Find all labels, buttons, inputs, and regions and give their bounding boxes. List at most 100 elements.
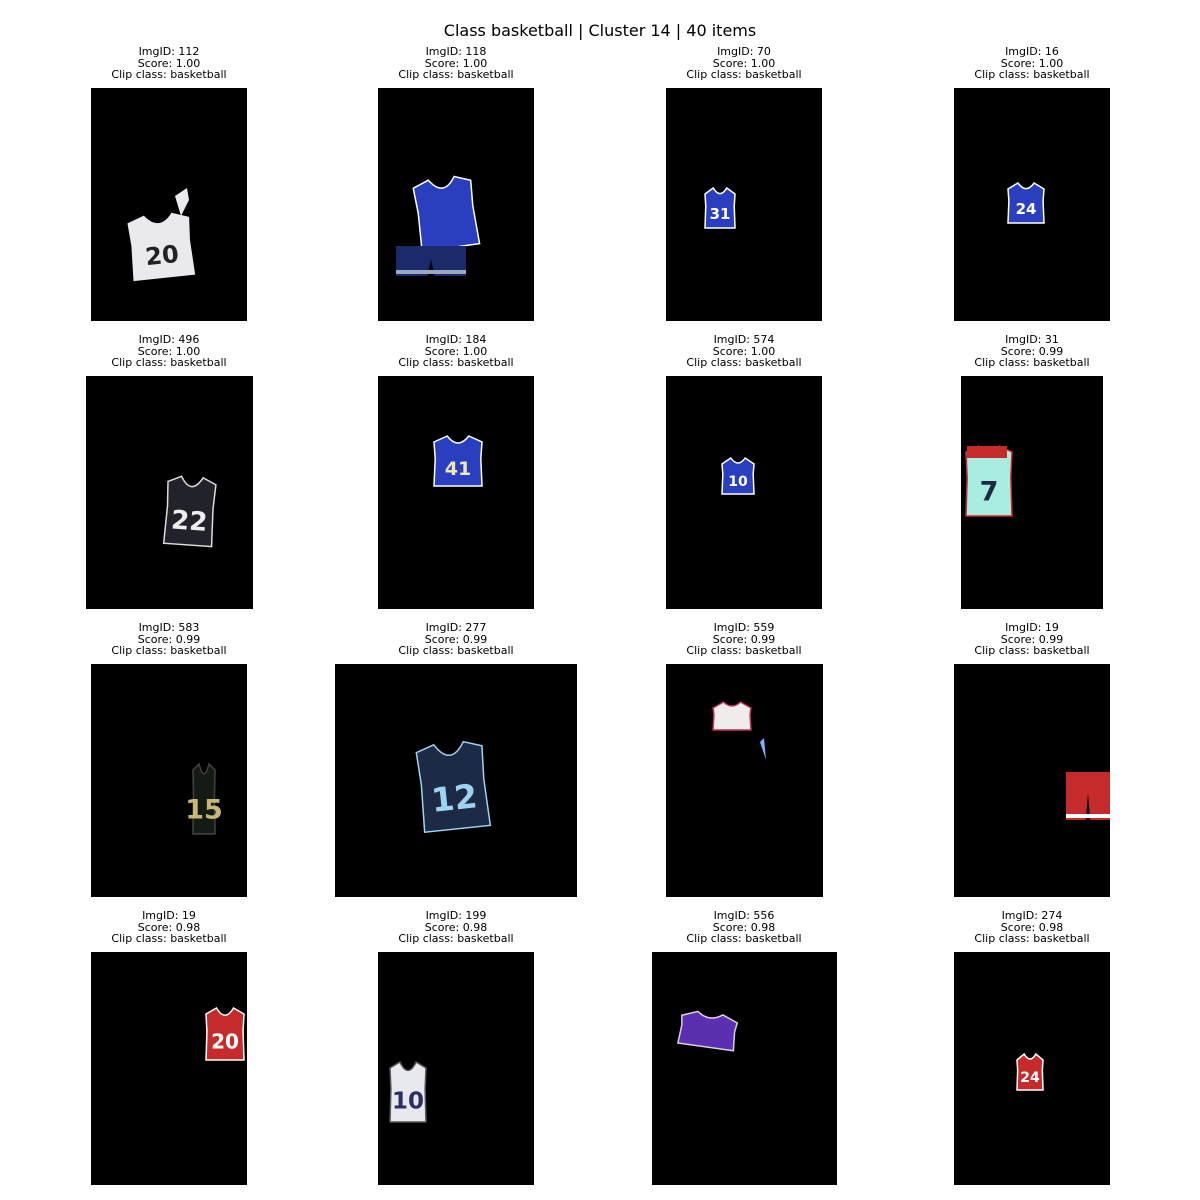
score-label: Score: 1.00 [712,56,776,70]
svg-text:20: 20 [211,1029,239,1053]
thumbnail-cell: ImgID: 16 Score: 1.00 Clip class: basketba… [882,46,1182,321]
thumbnail-caption: ImgID: 16 Score: 1.00 Clip class: basketba… [882,46,1182,81]
thumbnail-image: 7 [961,376,1103,609]
thumbnail-cell: ImgID: 583 Score: 0.99 Clip class: basketb… [19,622,319,897]
thumbnail-caption: ImgID: 19 Score: 0.98 Clip class: basketba… [19,910,319,945]
jersey-shape: 10 [721,456,755,495]
score-label: Score: 0.99 [1000,632,1064,646]
jersey-shape: 20 [205,1006,245,1061]
thumbnail-cell: ImgID: 574 Score: 1.00 Clip class: basketb… [594,334,894,609]
thumbnail-cell: ImgID: 556 Score: 0.98 Clip class: basketb… [594,910,894,1185]
thumbnail-cell: ImgID: 199 Score: 0.98 Clip class: basketb… [306,910,606,1185]
img-id-label: ImgID: 184 [425,333,487,346]
thumbnail-cell: ImgID: 31 Score: 0.99 Clip class: basketba… [882,334,1182,609]
thumbnail-image: 31 [666,88,822,321]
img-id-label: ImgID: 277 [425,621,487,634]
thumbnail-image: 10 [378,952,534,1185]
score-label: Score: 0.98 [424,920,488,934]
thumbnail-artwork: 12 [415,740,492,834]
thumbnail-artwork [1066,772,1110,820]
jersey-shape: 31 [704,186,736,229]
thumbnail-artwork: 22 [162,475,217,548]
thumbnail-caption: ImgID: 583 Score: 0.99 Clip class: basketb… [19,622,319,657]
clip-class-label: Clip class: basketball [686,356,802,369]
clip-class-label: Clip class: basketball [111,68,227,81]
img-id-label: ImgID: 556 [713,909,775,922]
thumbnail-cell: ImgID: 184 Score: 1.00 Clip class: basketb… [306,334,606,609]
clip-class-label: Clip class: basketball [398,68,514,81]
img-id-label: ImgID: 583 [138,621,200,634]
thumbnail-image: 12 [335,664,577,897]
img-id-label: ImgID: 274 [1001,909,1063,922]
score-label: Score: 0.98 [137,920,201,934]
img-id-label: ImgID: 112 [138,45,200,58]
thumbnail-cell: ImgID: 274 Score: 0.98 Clip class: basketb… [882,910,1182,1185]
thumbnail-caption: ImgID: 199 Score: 0.98 Clip class: basketb… [306,910,606,945]
svg-text:7: 7 [980,476,999,507]
clip-class-label: Clip class: basketball [974,644,1090,657]
thumbnail-cell: ImgID: 496 Score: 1.00 Clip class: basketb… [19,334,319,609]
img-id-label: ImgID: 199 [425,909,487,922]
thumbnail-artwork: 10 [389,1060,427,1123]
img-id-label: ImgID: 31 [1005,333,1059,346]
thumbnail-image [651,952,837,1185]
svg-text:22: 22 [170,505,208,537]
thumbnail-artwork: 15 [185,762,223,835]
score-label: Score: 0.99 [712,632,776,646]
clip-class-label: Clip class: basketball [686,932,802,945]
img-id-label: ImgID: 70 [717,45,771,58]
img-id-label: ImgID: 496 [138,333,200,346]
thumbnail-caption: ImgID: 274 Score: 0.98 Clip class: basketb… [882,910,1182,945]
img-id-label: ImgID: 118 [425,45,487,58]
thumbnail-caption: ImgID: 574 Score: 1.00 Clip class: basketb… [594,334,894,369]
svg-text:10: 10 [392,1089,424,1115]
thumbnail-artwork: 20 [127,188,196,282]
shorts-shape [1066,772,1110,820]
img-id-label: ImgID: 19 [1005,621,1059,634]
thumbnail-artwork: 20 [205,1006,245,1061]
thumbnail-cell: ImgID: 19 Score: 0.98 Clip class: basketba… [19,910,319,1185]
thumbnail-caption: ImgID: 559 Score: 0.99 Clip class: basketb… [594,622,894,657]
clip-class-label: Clip class: basketball [111,932,227,945]
clip-class-label: Clip class: basketball [686,68,802,81]
img-id-label: ImgID: 16 [1005,45,1059,58]
thumbnail-image [665,664,823,897]
svg-text:24: 24 [1020,1070,1040,1086]
score-label: Score: 1.00 [137,344,201,358]
thumbnail-image [378,88,534,321]
jersey-shape: 24 [1007,182,1045,224]
thumbnail-artwork: 31 [704,186,736,229]
thumbnail-caption: ImgID: 496 Score: 1.00 Clip class: basketb… [19,334,319,369]
jersey-shape: 22 [162,475,217,548]
img-id-label: ImgID: 574 [713,333,775,346]
svg-text:41: 41 [445,458,471,480]
thumbnail-image: 22 [85,376,253,609]
jersey-shape: 12 [415,740,492,834]
jersey-shape: 15 [185,762,223,835]
score-label: Score: 0.98 [712,920,776,934]
thumbnail-cell: ImgID: 19 Score: 0.99 Clip class: basketba… [882,622,1182,897]
svg-text:20: 20 [144,240,180,271]
thumbnail-image: 15 [91,664,247,897]
clip-class-label: Clip class: basketball [974,68,1090,81]
clip-class-label: Clip class: basketball [686,644,802,657]
shorts-shape [396,246,466,276]
jersey-shape: 24 [1016,1052,1044,1091]
score-label: Score: 1.00 [424,56,488,70]
thumbnail-artwork [396,175,481,276]
svg-text:12: 12 [429,776,479,820]
thumbnail-cell: ImgID: 112 Score: 1.00 Clip class: basketb… [19,46,319,321]
figure-title: Class basketball | Cluster 14 | 40 items [443,21,757,40]
thumbnail-artwork [676,1010,738,1052]
thumbnail-cell: ImgID: 70 Score: 1.00 Clip class: basketba… [594,46,894,321]
thumbnail-artwork: 41 [433,435,483,487]
clip-class-label: Clip class: basketball [974,932,1090,945]
score-label: Score: 1.00 [137,56,201,70]
thumbnail-caption: ImgID: 112 Score: 1.00 Clip class: basketb… [19,46,319,81]
svg-text:15: 15 [185,794,223,825]
jersey-shape [676,1010,738,1052]
score-label: Score: 0.99 [1000,344,1064,358]
thumbnail-caption: ImgID: 118 Score: 1.00 Clip class: basketb… [306,46,606,81]
thumbnail-artwork: 24 [1016,1052,1044,1091]
score-label: Score: 0.99 [424,632,488,646]
